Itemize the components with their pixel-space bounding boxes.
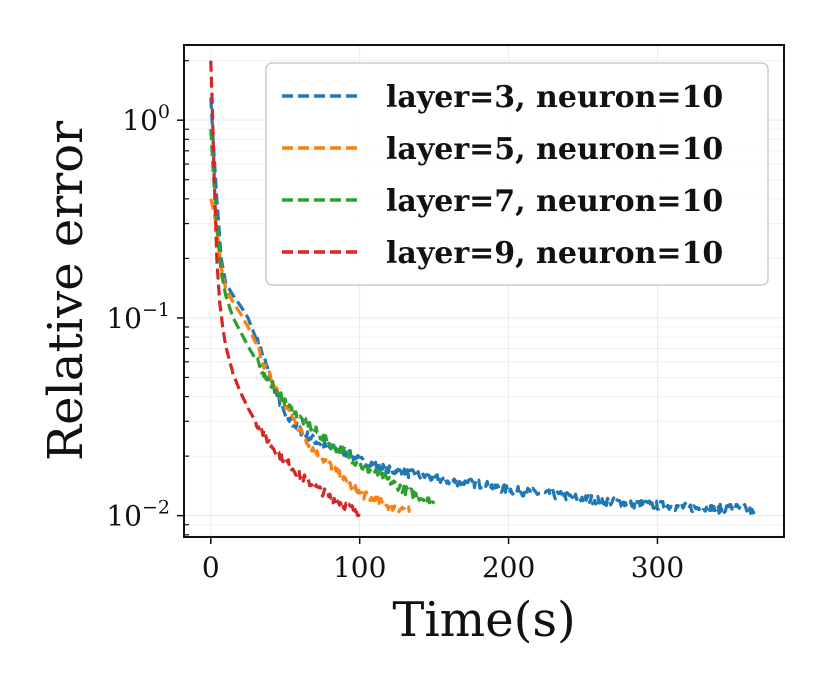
- series-line-layer-5: [209, 198, 411, 514]
- ticks: 0 100 200 300 100 10−1 10−2: [106, 60, 684, 584]
- legend-label: layer=3, neuron=10: [386, 80, 723, 115]
- legend-box: [265, 62, 769, 286]
- legend: layer=3, neuron=10 layer=5, neuron=10 laye…: [265, 62, 769, 286]
- plot-frame: [183, 44, 785, 538]
- x-tick-label: 100: [333, 551, 386, 584]
- y-axis-label: Relative error: [38, 121, 94, 461]
- legend-label: layer=7, neuron=10: [386, 184, 723, 219]
- y-tick-label: 100: [122, 101, 170, 137]
- y-tick-label: 10−1: [106, 299, 170, 335]
- x-axis-label: Time(s): [392, 592, 575, 648]
- series-layer: [209, 60, 756, 518]
- legend-label: layer=9, neuron=10: [386, 236, 723, 271]
- y-tick-label: 10−2: [106, 497, 170, 533]
- x-tick-label: 200: [482, 551, 535, 584]
- series-line-layer-9: [209, 60, 362, 518]
- legend-label: layer=5, neuron=10: [386, 132, 723, 167]
- series-line-layer-7: [209, 129, 436, 508]
- x-tick-label: 300: [631, 551, 684, 584]
- x-tick-label: 0: [202, 551, 220, 584]
